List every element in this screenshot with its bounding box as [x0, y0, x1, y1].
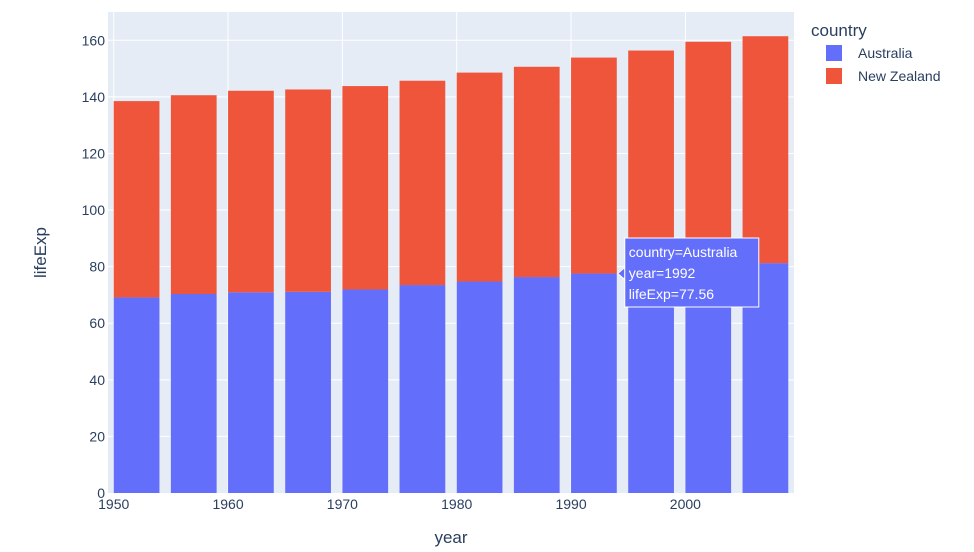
- tooltip-line: lifeExp=77.56: [629, 286, 714, 302]
- y-axis-ticks: 0 20 40 60 80 100 120 140 160: [82, 32, 106, 501]
- bar-new-zealand-1997: [628, 50, 674, 270]
- bar-new-zealand-2002: [685, 41, 732, 266]
- bar-australia-1952: [113, 297, 160, 493]
- bar-new-zealand-1962: [228, 90, 274, 293]
- bar-australia-1987: [513, 277, 560, 493]
- y-tick-label: 100: [82, 202, 106, 218]
- bar-new-zealand-1977: [399, 80, 446, 286]
- y-tick-label: 20: [89, 428, 105, 444]
- legend: country Australia New Zealand: [811, 21, 941, 84]
- bar-new-zealand-1982: [456, 72, 503, 282]
- y-tick-label: 40: [89, 372, 105, 388]
- legend-swatch: [826, 45, 842, 61]
- y-tick-label: 160: [82, 32, 106, 48]
- x-tick-label: 1980: [441, 496, 472, 512]
- y-tick-label: 140: [82, 89, 106, 105]
- bar-new-zealand-1967: [285, 89, 331, 292]
- bar-australia-1972: [342, 289, 389, 493]
- bar-australia-1982: [456, 281, 503, 493]
- legend-label: New Zealand: [858, 68, 941, 84]
- y-axis-title: lifeExp: [31, 227, 50, 278]
- bar-new-zealand-1987: [513, 66, 560, 278]
- x-axis-ticks: 1950 1960 1970 1980 1990 2000: [98, 496, 701, 512]
- bar-australia-1977: [399, 285, 446, 493]
- legend-swatch: [826, 68, 842, 84]
- bar-new-zealand-1972: [342, 86, 389, 290]
- legend-title: country: [811, 21, 867, 40]
- x-tick-label: 1990: [555, 496, 586, 512]
- x-tick-label: 1950: [98, 496, 129, 512]
- hover-tooltip: country=Australia year=1992 lifeExp=77.56: [617, 237, 760, 308]
- bar-australia-1962: [228, 292, 274, 493]
- legend-label: Australia: [858, 45, 913, 61]
- x-tick-label: 1960: [212, 496, 243, 512]
- bars: [113, 36, 789, 493]
- x-axis-title: year: [434, 528, 467, 547]
- bar-new-zealand-1952: [113, 101, 160, 298]
- tooltip-line: country=Australia: [629, 244, 738, 260]
- tooltip-box: [624, 237, 760, 308]
- bar-new-zealand-1957: [170, 95, 217, 295]
- x-tick-label: 1970: [327, 496, 358, 512]
- bar-new-zealand-2007: [742, 36, 789, 264]
- y-tick-label: 60: [89, 315, 105, 331]
- y-tick-label: 0: [97, 485, 105, 501]
- bar-australia-1957: [170, 294, 217, 493]
- bar-new-zealand-1992: [571, 57, 617, 274]
- x-tick-label: 2000: [670, 496, 701, 512]
- bar-australia-1967: [285, 291, 331, 493]
- tooltip-line: year=1992: [629, 265, 696, 281]
- y-tick-label: 120: [82, 145, 106, 161]
- bar-australia-1992: [571, 273, 617, 493]
- y-tick-label: 80: [89, 259, 105, 275]
